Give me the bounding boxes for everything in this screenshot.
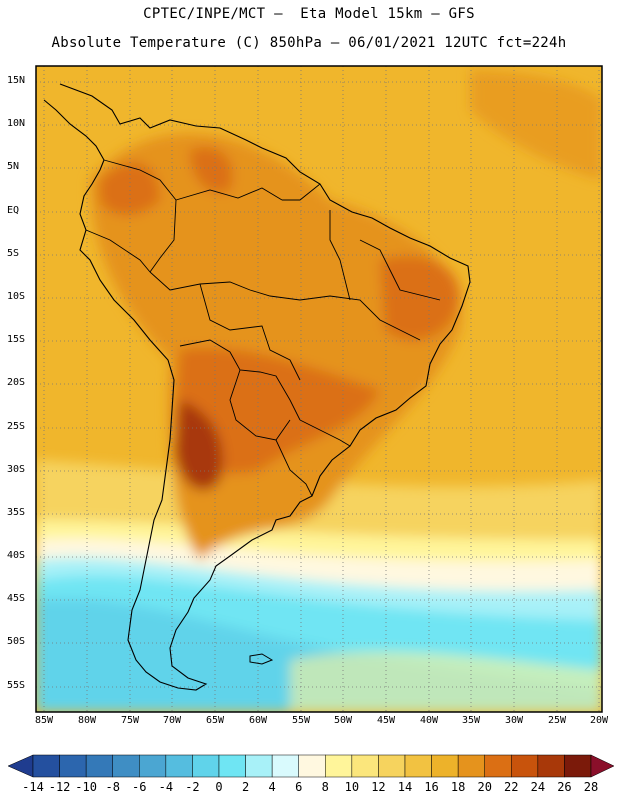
colorbar-label: -12 (48, 780, 71, 794)
colorbar-segment (537, 754, 565, 778)
colorbar (7, 754, 615, 778)
colorbar-segment (165, 754, 193, 778)
colorbar-segment (59, 754, 87, 778)
colorbar-label: 24 (530, 780, 546, 794)
colorbar-label: -2 (185, 780, 200, 794)
colorbar-label: 20 (477, 780, 492, 794)
longitude-label: 75W (120, 715, 140, 726)
colorbar-label: 28 (583, 780, 599, 794)
longitude-label: 50W (333, 715, 353, 726)
latitude-label: EQ (7, 205, 20, 216)
colorbar-label: 8 (321, 780, 329, 794)
colorbar-segment (85, 754, 113, 778)
latitude-label: 40S (7, 550, 26, 561)
colorbar-label: -8 (105, 780, 120, 794)
longitude-label: 25W (547, 715, 567, 726)
latitude-label: 55S (7, 680, 26, 691)
longitude-label: 55W (291, 715, 311, 726)
falkland-islands (249, 653, 274, 665)
colorbar-high-arrow (590, 754, 615, 778)
colorbar-segment (431, 754, 459, 778)
longitude-label: 65W (205, 715, 225, 726)
colorbar-segment (298, 754, 326, 778)
latitude-label: 5S (7, 248, 20, 259)
longitude-label: 70W (162, 715, 182, 726)
longitude-label: 30W (504, 715, 524, 726)
longitude-label: 20W (589, 715, 609, 726)
colorbar-label: 26 (557, 780, 572, 794)
colorbar-segment (271, 754, 299, 778)
longitude-label: 45W (376, 715, 396, 726)
colorbar-label: -4 (158, 780, 174, 794)
colorbar-label: 0 (215, 780, 223, 794)
longitude-label: 35W (461, 715, 481, 726)
map-frame (35, 65, 603, 713)
latitude-label: 15N (7, 75, 26, 86)
colorbar-segment (457, 754, 485, 778)
colorbar-label: 12 (371, 780, 386, 794)
colorbar-low-arrow (7, 754, 34, 778)
colorbar-segment (325, 754, 353, 778)
colorbar-segment (511, 754, 539, 778)
latitude-label: 30S (7, 464, 26, 475)
colorbar-label: 10 (344, 780, 360, 794)
colorbar-segment (404, 754, 432, 778)
colorbar-segment (32, 754, 60, 778)
colorbar-segment (139, 754, 167, 778)
temperature-field (36, 66, 602, 712)
latitude-label: 10N (7, 118, 26, 129)
colorbar-label: -6 (132, 780, 147, 794)
latitude-label: 25S (7, 421, 26, 432)
latitude-label: 20S (7, 377, 26, 388)
colorbar-segment (192, 754, 220, 778)
latitude-label: 5N (7, 161, 20, 172)
map-title-line-1: CPTEC/INPE/MCT – Eta Model 15km – GFS (143, 6, 475, 22)
colorbar-label: 18 (450, 780, 466, 794)
latitude-label: 50S (7, 636, 26, 647)
longitude-label: 40W (419, 715, 439, 726)
latitude-label: 10S (7, 291, 26, 302)
latitude-label: 15S (7, 334, 26, 345)
longitude-label: 80W (77, 715, 97, 726)
colorbar-label: 14 (397, 780, 413, 794)
colorbar-label: 16 (424, 780, 439, 794)
map-title-line-2: Absolute Temperature (C) 850hPa – 06/01/… (51, 35, 567, 51)
colorbar-segment (484, 754, 512, 778)
colorbar-segment (564, 754, 592, 778)
colorbar-segment (218, 754, 246, 778)
latitude-label: 35S (7, 507, 26, 518)
colorbar-segment (378, 754, 406, 778)
colorbar-label: 22 (504, 780, 519, 794)
colorbar-label: 4 (268, 780, 276, 794)
colorbar-label: 6 (295, 780, 303, 794)
colorbar-label: 2 (241, 780, 250, 794)
colorbar-segment (351, 754, 379, 778)
coastline (43, 83, 471, 691)
longitude-label: 85W (34, 715, 54, 726)
colorbar-label: -10 (75, 780, 97, 794)
latitude-label: 45S (7, 593, 26, 604)
colorbar-segment (245, 754, 273, 778)
longitude-label: 60W (248, 715, 268, 726)
colorbar-segment (112, 754, 140, 778)
country-borders (85, 159, 441, 497)
colorbar-label: -14 (22, 780, 44, 794)
